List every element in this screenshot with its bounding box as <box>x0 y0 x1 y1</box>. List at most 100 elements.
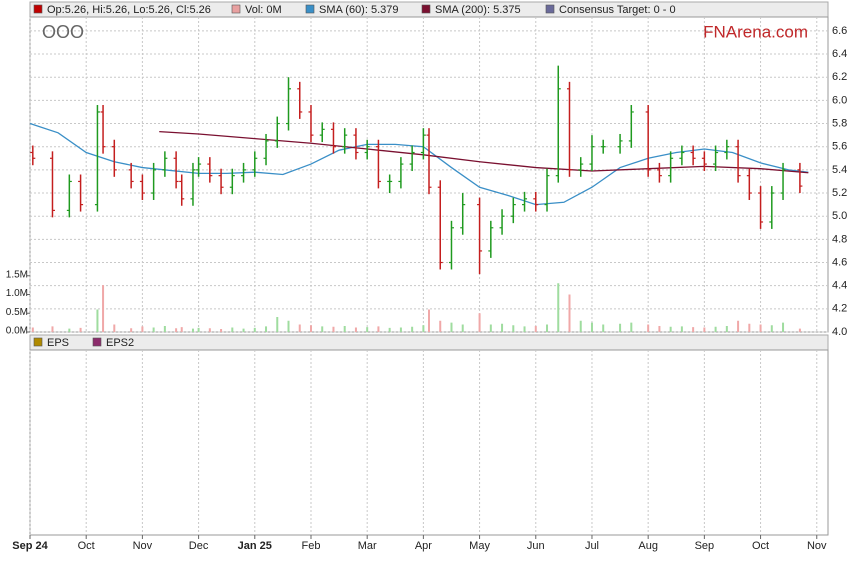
y-tick-label: 5.2 <box>832 187 847 199</box>
volume-bar <box>175 328 178 332</box>
x-tick-label: Oct <box>78 540 95 552</box>
legend-label: SMA (60): 5.379 <box>319 4 399 16</box>
legend-label: EPS2 <box>106 337 134 349</box>
y-tick-label: 4.2 <box>832 303 847 315</box>
y-tick-label: 6.2 <box>832 71 847 83</box>
volume-bar <box>770 325 773 332</box>
x-tick-label: Dec <box>189 540 209 552</box>
volume-bar <box>439 320 442 332</box>
volume-bar <box>51 326 54 332</box>
volume-bar <box>703 327 706 332</box>
y2-tick-label: 1.0M <box>6 288 28 299</box>
volume-bar <box>231 327 234 332</box>
volume-bar <box>79 327 82 332</box>
volume-bar <box>557 283 560 332</box>
volume-bar <box>354 327 357 332</box>
x-tick-label: Jan 25 <box>238 540 272 552</box>
y-tick-label: 5.8 <box>832 117 847 129</box>
x-tick-label: Jun <box>527 540 545 552</box>
y-tick-label: 4.6 <box>832 256 847 268</box>
volume-bar <box>191 328 194 332</box>
volume-bar <box>461 324 464 332</box>
legend-label: EPS <box>47 337 69 349</box>
volume-bar <box>332 326 335 332</box>
volume-bar <box>534 326 537 332</box>
y-tick-label: 5.4 <box>832 164 847 176</box>
x-tick-label: Nov <box>807 540 827 552</box>
volume-bar <box>782 322 785 332</box>
volume-bar <box>298 324 301 332</box>
volume-bar <box>489 324 492 332</box>
volume-bar <box>343 326 346 332</box>
legend-swatch <box>545 4 555 14</box>
volume-bar <box>96 309 99 332</box>
volume-bar <box>242 328 245 332</box>
volume-bar <box>647 324 650 332</box>
y-tick-label: 4.0 <box>832 326 847 338</box>
volume-bar <box>68 328 71 332</box>
legend-swatch <box>305 4 315 14</box>
lower-panel <box>29 349 829 536</box>
x-tick-label: May <box>469 540 490 552</box>
x-tick-label: Sep 24 <box>12 540 48 552</box>
legend-swatch <box>33 4 43 14</box>
volume-bar <box>748 323 751 332</box>
legend-label: Op:5.26, Hi:5.26, Lo:5.26, Cl:5.26 <box>47 4 211 16</box>
volume-bar <box>287 320 290 332</box>
y-tick-label: 6.4 <box>832 48 847 60</box>
y2-tick-label: 1.5M <box>6 269 28 280</box>
x-tick-label: Mar <box>358 540 377 552</box>
volume-bar <box>546 324 549 332</box>
volume-bar <box>512 325 515 332</box>
chart-title: OOO <box>42 22 84 42</box>
volume-bar <box>411 326 414 332</box>
x-tick-label: Aug <box>638 540 658 552</box>
volume-bar <box>422 325 425 332</box>
legend-swatch <box>33 337 43 347</box>
volume-bar <box>130 328 133 332</box>
watermark: FNArena.com <box>703 22 808 41</box>
volume-bar <box>102 285 105 332</box>
volume-bar <box>31 327 34 332</box>
volume-bar <box>798 328 801 332</box>
volume-bar <box>113 324 116 332</box>
x-tick-label: Sep <box>695 540 715 552</box>
volume-bar <box>180 327 183 332</box>
volume-bar <box>714 326 717 332</box>
volume-bar <box>692 327 695 332</box>
legend-label: Vol: 0M <box>245 4 282 16</box>
volume-bar <box>737 320 740 332</box>
volume-bar <box>276 317 279 332</box>
volume-bar <box>501 323 504 332</box>
legend-swatch <box>231 4 241 14</box>
volume-bar <box>208 328 211 332</box>
volume-bar <box>669 326 672 332</box>
legend-swatch <box>421 4 431 14</box>
legend-label: SMA (200): 5.375 <box>435 4 521 16</box>
volume-bar <box>309 325 312 332</box>
y-tick-label: 5.6 <box>832 141 847 153</box>
volume-bar <box>590 322 593 332</box>
volume-bar <box>152 327 155 332</box>
volume-bar <box>377 326 380 332</box>
legend-swatch <box>92 337 102 347</box>
volume-bar <box>197 327 200 332</box>
y-tick-label: 4.4 <box>832 280 847 292</box>
x-tick-label: Apr <box>415 540 432 552</box>
volume-bar <box>163 326 166 332</box>
volume-bar <box>478 313 481 332</box>
volume-bar <box>428 309 430 332</box>
volume-bar <box>759 324 762 332</box>
volume-bar <box>141 326 144 332</box>
volume-bar <box>568 294 571 332</box>
y-tick-label: 6.0 <box>832 94 847 106</box>
marks <box>29 65 809 332</box>
volume-bar <box>450 322 453 332</box>
volume-bar <box>619 323 622 332</box>
volume-bar <box>321 326 324 332</box>
volume-bar <box>220 329 223 332</box>
legend-label: Consensus Target: 0 - 0 <box>559 4 676 16</box>
x-tick-label: Oct <box>752 540 769 552</box>
